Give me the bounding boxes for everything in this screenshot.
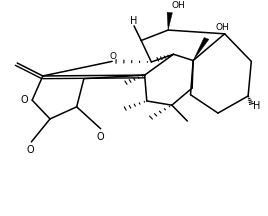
Text: O: O (110, 52, 117, 61)
Text: H: H (254, 101, 261, 111)
Text: H: H (130, 16, 137, 26)
Text: OH: OH (171, 2, 185, 10)
Text: O: O (26, 145, 34, 155)
Text: O: O (20, 95, 28, 105)
Text: OH: OH (215, 23, 229, 32)
Polygon shape (193, 38, 209, 60)
Polygon shape (167, 12, 172, 30)
Text: O: O (97, 132, 105, 142)
